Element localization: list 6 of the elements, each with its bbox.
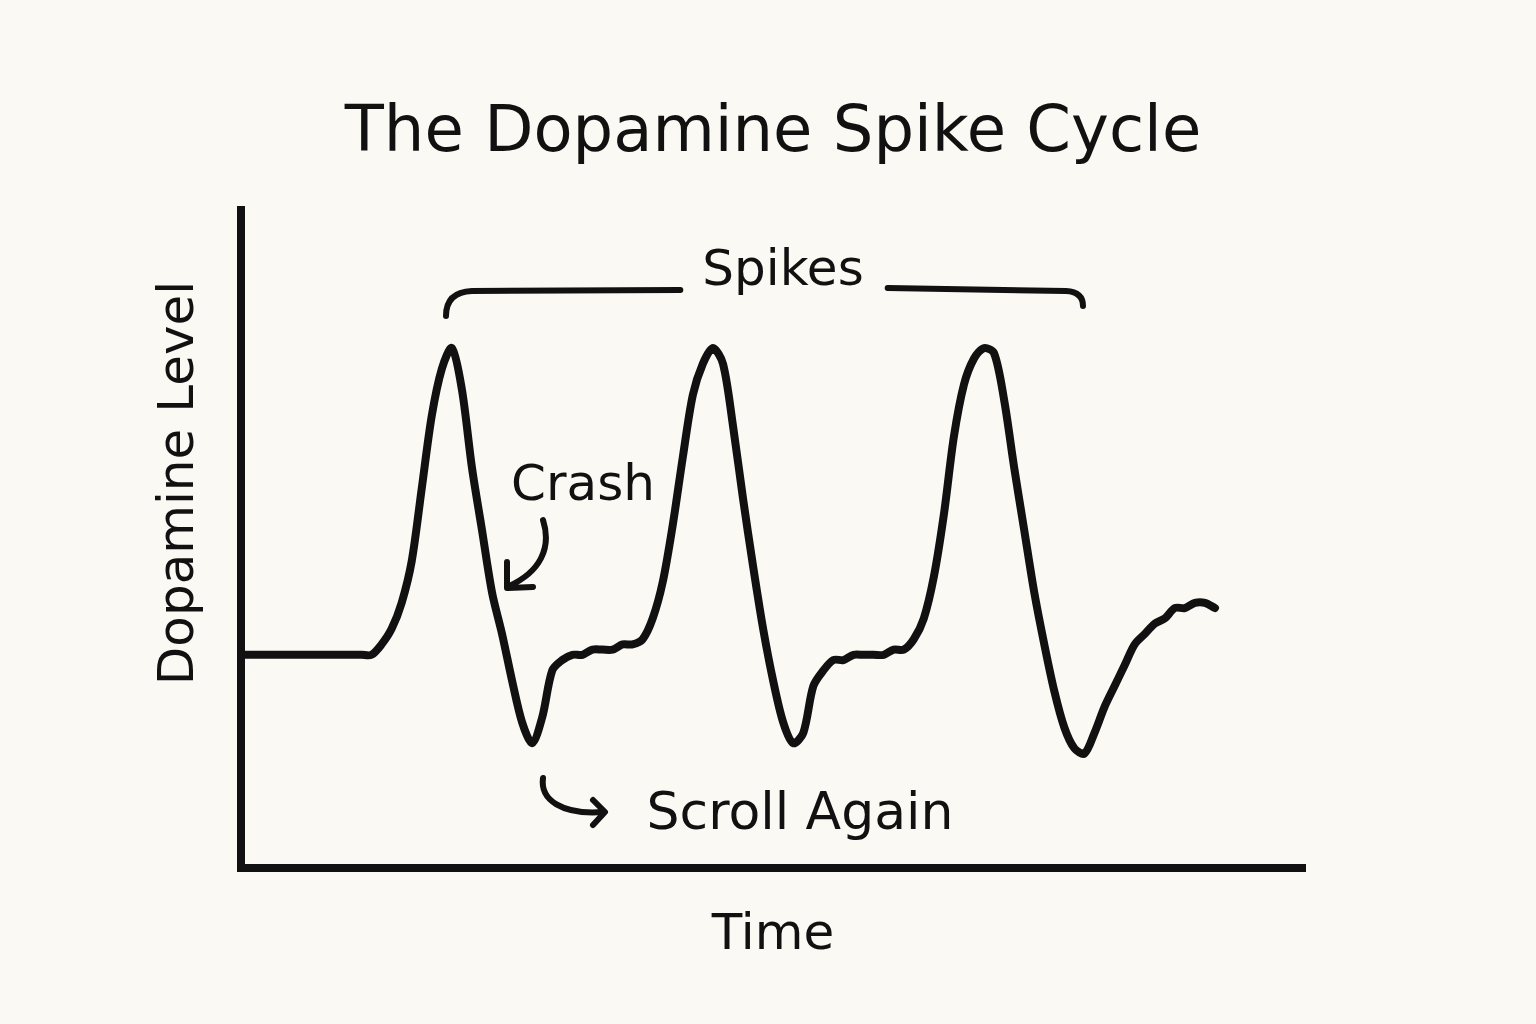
annotation: Scroll Again: [646, 780, 954, 841]
y-axis-title: Dopamine Level: [146, 280, 205, 686]
text: Spikes: [702, 238, 864, 297]
x-axis-title: Time: [710, 902, 835, 961]
annotation: Crash: [511, 453, 655, 512]
chart-title: The Dopamine Spike Cycle: [343, 92, 1202, 167]
